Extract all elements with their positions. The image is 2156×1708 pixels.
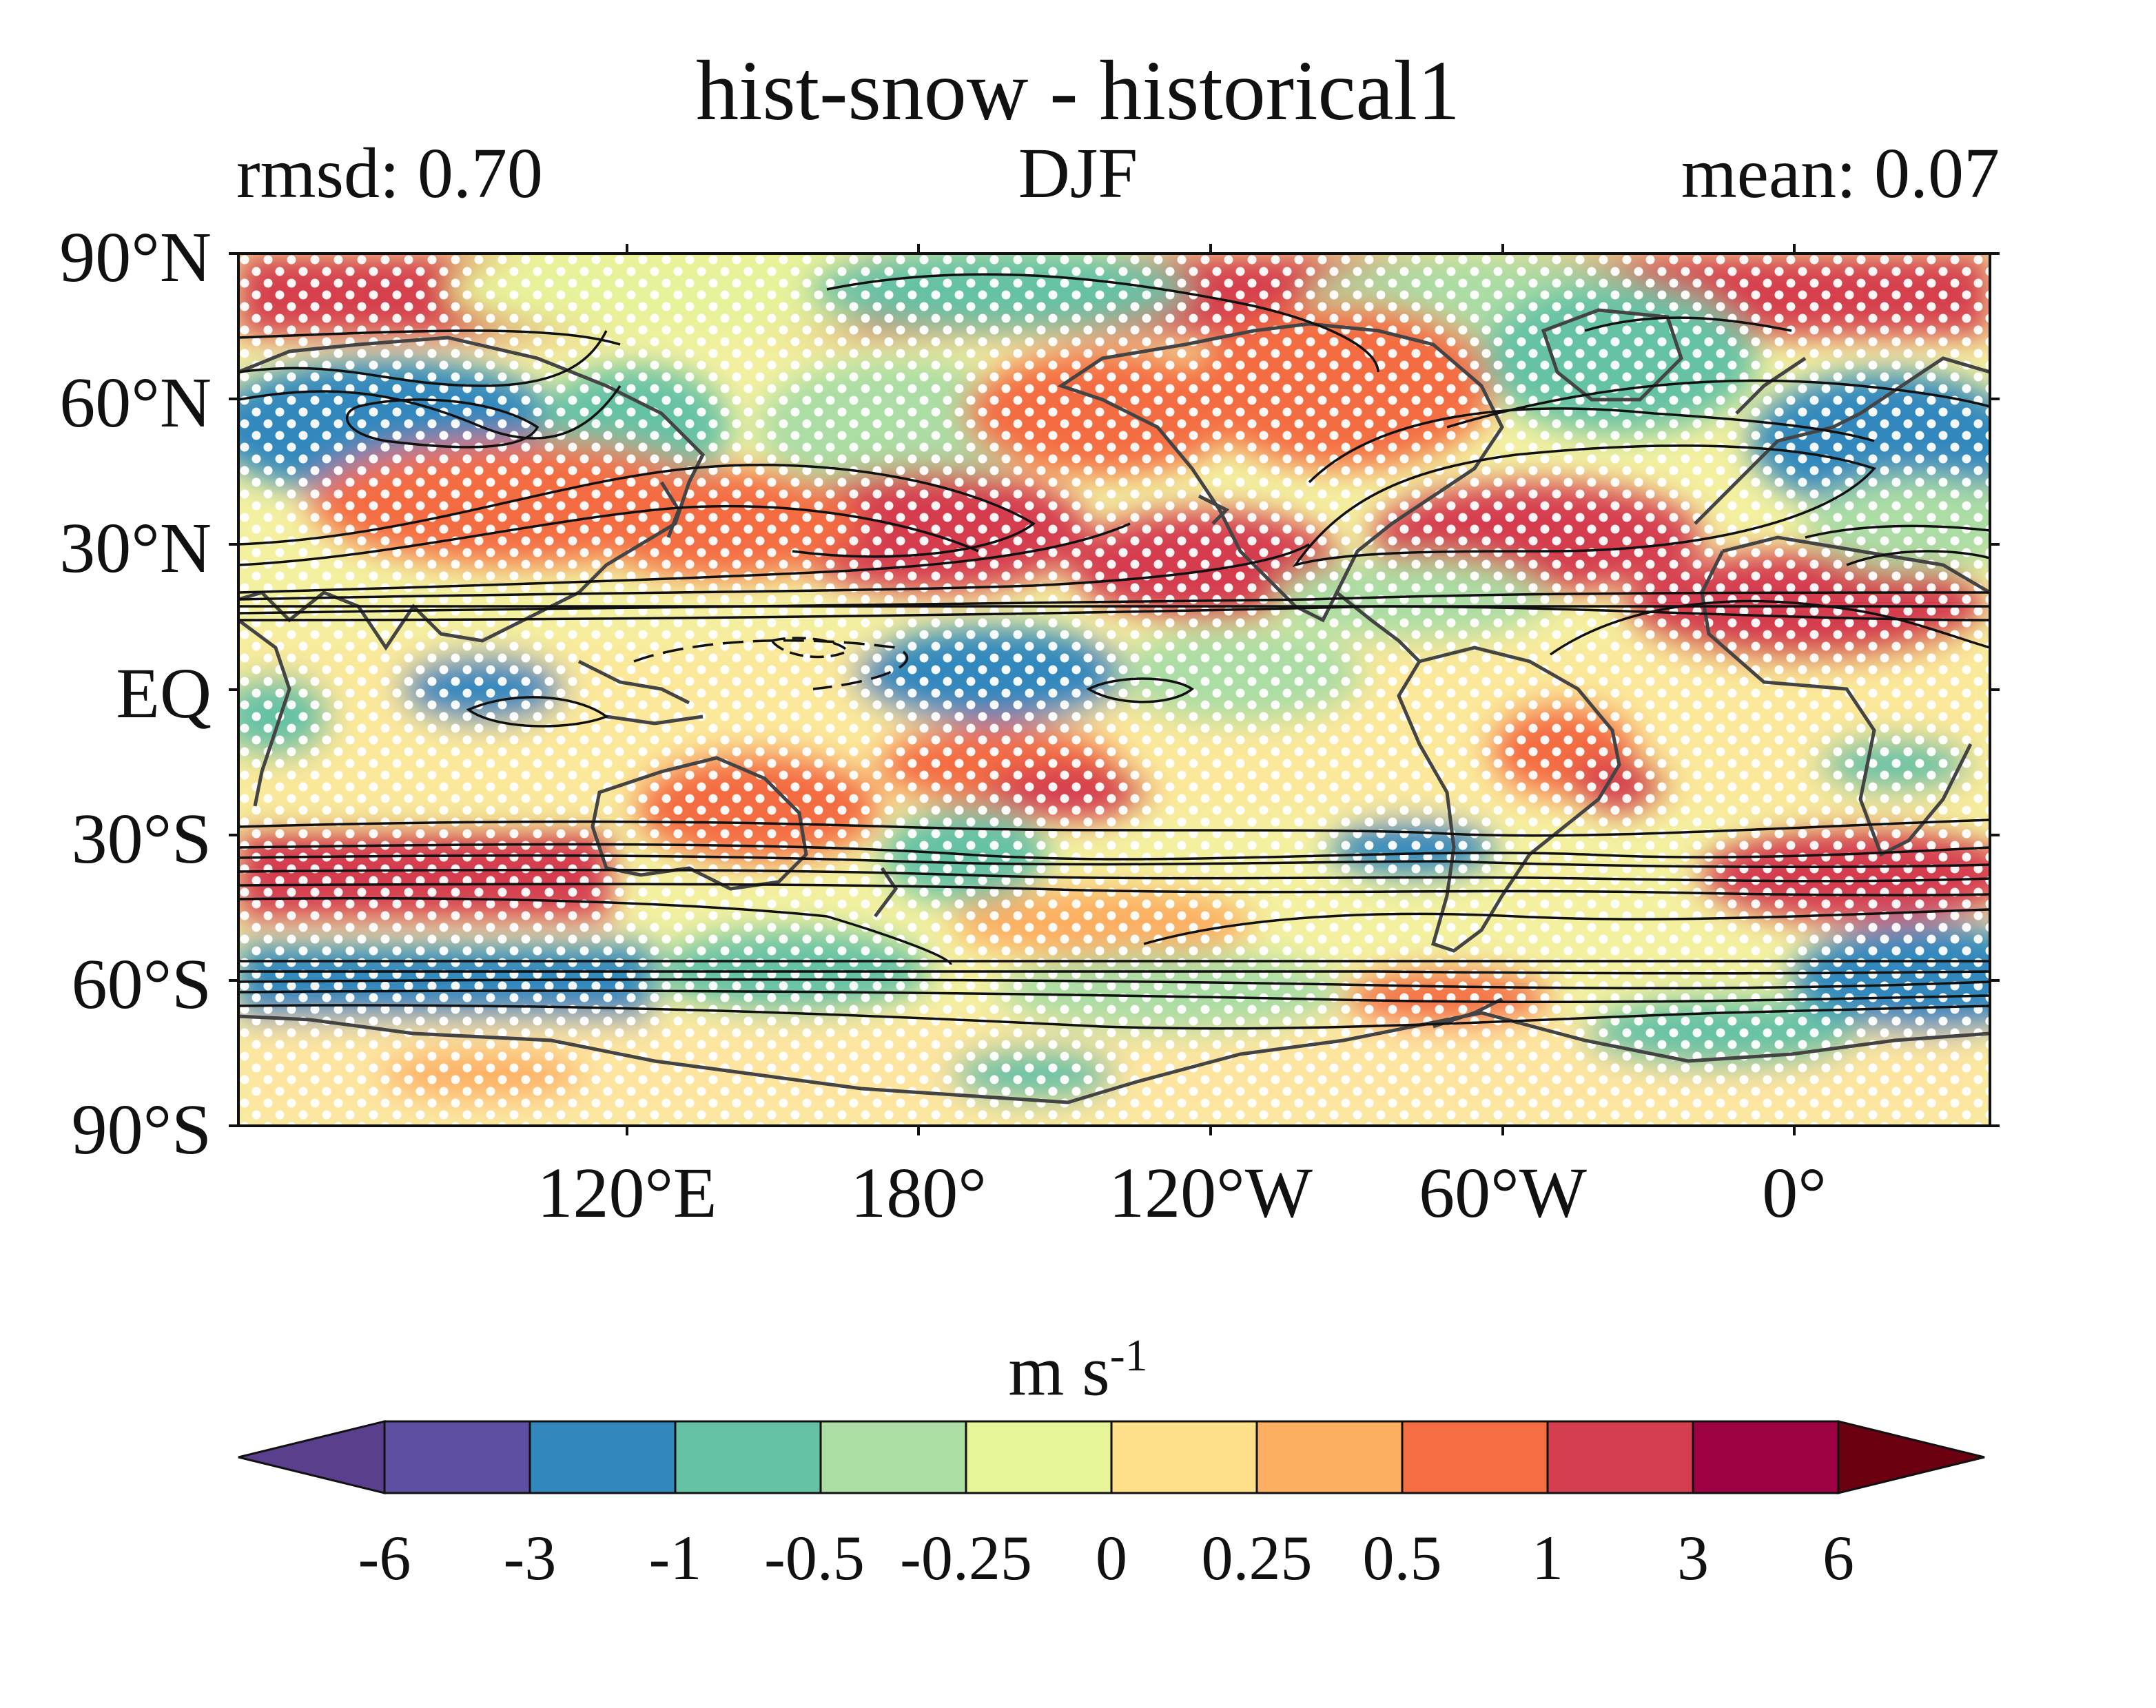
colorbar-tick: 0.25 [1201,1523,1313,1593]
colorbar-segment [1110,1420,1258,1494]
colorbar-segment [965,1420,1113,1494]
colorbar-segment [1401,1420,1549,1494]
colorbar-tick: -1 [648,1523,702,1593]
colorbar-unit: m s-1 [0,1333,2156,1408]
colorbar-tick: 0.5 [1362,1523,1442,1593]
colorbar-tick: -6 [358,1523,411,1593]
colorbar-segment [528,1420,677,1494]
colorbar-tick: 0 [1096,1523,1127,1593]
colorbar-tick: 3 [1677,1523,1709,1593]
figure-title: hist-snow - historical1 [696,43,1460,138]
colorbar-tick: -3 [503,1523,557,1593]
colorbar-extend-low [238,1420,386,1494]
colorbar-extend-high [1837,1420,1985,1494]
anomaly-field [238,254,1990,1126]
lon-label: 60°W [1419,1153,1587,1233]
lat-label: 60°S [71,945,212,1024]
colorbar-tick: 1 [1532,1523,1563,1593]
colorbar-unit-base: m s [1008,1331,1110,1411]
colorbar-tick: -0.5 [764,1523,865,1593]
colorbar-tick: 6 [1823,1523,1854,1593]
colorbar-segment [819,1420,967,1494]
rmsd-label: rmsd: 0.70 [236,134,543,213]
colorbar [238,1420,1985,1494]
x-ticks [626,244,1796,1135]
colorbar-segment [1546,1420,1694,1494]
colorbar-unit-exponent: -1 [1109,1330,1148,1381]
colorbar-tick: -0.25 [900,1523,1032,1593]
climatology-contours [238,273,1990,1030]
coastlines [238,308,1990,1104]
lat-label: EQ [116,654,212,733]
lon-label: 180° [850,1153,987,1233]
lat-label: 30°S [71,799,212,878]
colorbar-segment [1255,1420,1404,1494]
season-label: DJF [1018,134,1138,213]
colorbar-segment [1692,1420,1840,1494]
lat-label: 30°N [59,508,212,588]
lon-label: 120°E [537,1153,717,1233]
mean-label: mean: 0.07 [1681,134,2000,213]
lat-label: 90°N [59,218,212,297]
colorbar-segment [383,1420,531,1494]
lon-label: 120°W [1109,1153,1313,1233]
y-ticks [229,252,2000,1127]
colorbar-segment [674,1420,822,1494]
lat-label: 60°N [59,363,212,442]
lon-label: 0° [1762,1153,1827,1233]
lat-label: 90°S [71,1090,212,1169]
